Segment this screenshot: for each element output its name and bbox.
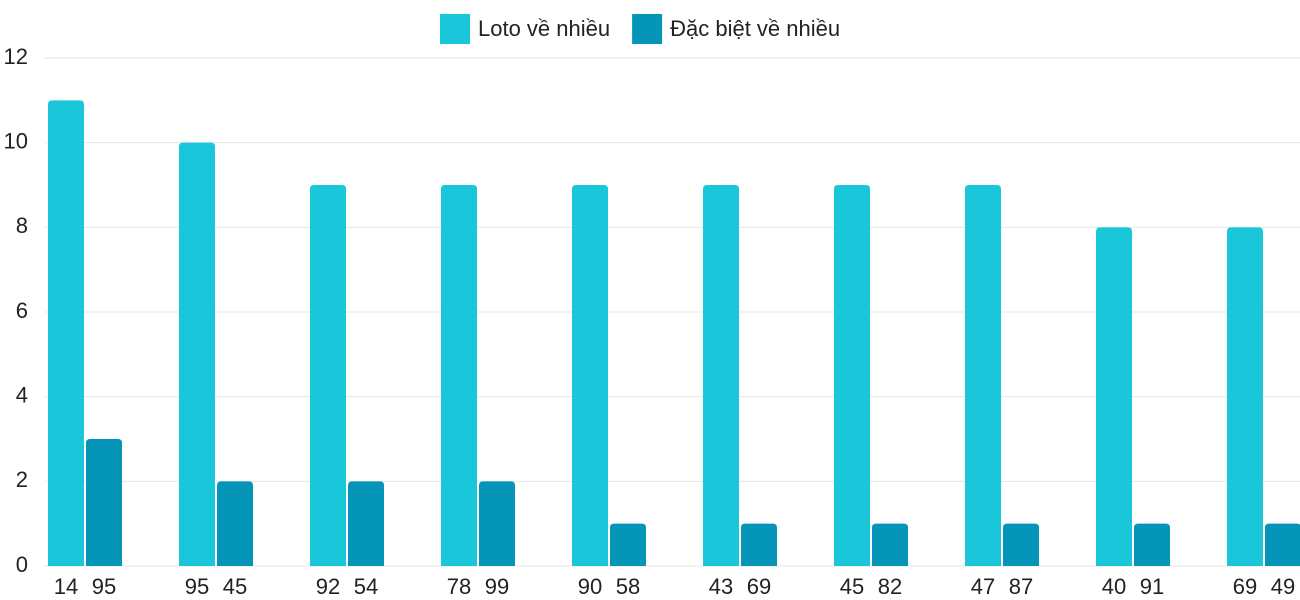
y-tick-label: 4 <box>16 382 28 407</box>
legend-label: Đặc biệt về nhiều <box>670 16 840 41</box>
x-tick-label: 78 <box>447 574 471 599</box>
bar <box>965 185 1001 566</box>
x-tick-label: 95 <box>185 574 209 599</box>
x-tick-label: 45 <box>223 574 247 599</box>
x-tick-label: 14 <box>54 574 78 599</box>
bar <box>86 439 122 566</box>
bar <box>1227 227 1263 567</box>
bar <box>872 523 908 566</box>
legend-swatch <box>632 14 663 44</box>
x-tick-label: 82 <box>878 574 902 599</box>
x-tick-label: 58 <box>616 574 640 599</box>
x-tick-label: 92 <box>316 574 340 599</box>
bar <box>217 481 253 566</box>
bar <box>834 185 870 566</box>
x-tick-label: 54 <box>354 574 378 599</box>
bar <box>1265 523 1300 566</box>
bar <box>1134 523 1170 566</box>
bar <box>479 481 515 566</box>
bar <box>179 142 215 566</box>
x-tick-label: 47 <box>971 574 995 599</box>
legend-label: Loto về nhiều <box>478 16 610 41</box>
x-tick-label: 87 <box>1009 574 1033 599</box>
legend-swatch <box>440 14 470 44</box>
bar <box>610 523 646 566</box>
y-tick-label: 10 <box>4 128 28 153</box>
x-tick-label: 40 <box>1102 574 1126 599</box>
x-tick-label: 69 <box>747 574 771 599</box>
x-tick-label: 45 <box>840 574 864 599</box>
bar <box>1003 523 1039 566</box>
x-tick-label: 95 <box>92 574 116 599</box>
x-tick-label: 90 <box>578 574 602 599</box>
bar <box>441 185 477 566</box>
bar <box>310 185 346 566</box>
y-tick-label: 2 <box>16 467 28 492</box>
bar <box>1096 227 1132 567</box>
y-tick-label: 12 <box>4 44 28 69</box>
x-tick-label: 99 <box>485 574 509 599</box>
bar <box>741 523 777 566</box>
y-tick-label: 0 <box>16 552 28 577</box>
x-tick-label: 43 <box>709 574 733 599</box>
bar <box>572 185 608 566</box>
x-tick-label: 69 <box>1233 574 1257 599</box>
bar <box>703 185 739 566</box>
bar <box>48 100 84 566</box>
x-tick-label: 49 <box>1271 574 1295 599</box>
y-tick-label: 8 <box>16 213 28 238</box>
y-tick-label: 6 <box>16 298 28 323</box>
bar <box>348 481 384 566</box>
x-tick-label: 91 <box>1140 574 1164 599</box>
